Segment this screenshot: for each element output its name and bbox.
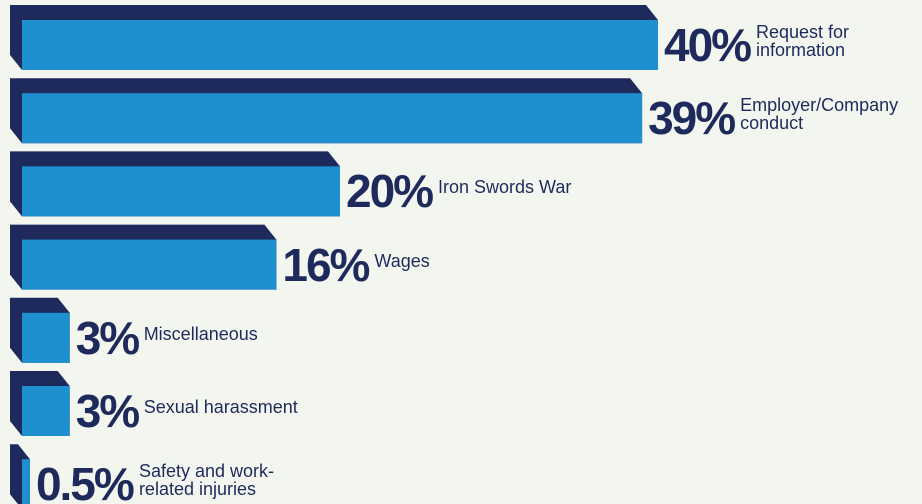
bar (22, 239, 277, 290)
category-label: Employer/Company conduct (740, 95, 899, 134)
category-label: Iron Swords War (438, 177, 572, 198)
value-label: 39% (648, 92, 736, 145)
category-label: Request for information (756, 22, 850, 60)
bar (22, 459, 30, 504)
category-label: Sexual harassment (143, 397, 298, 417)
value-label: 3% (75, 385, 141, 437)
value-label: 20% (346, 165, 434, 218)
category-label: Miscellaneous (143, 323, 258, 344)
bar (22, 386, 70, 436)
category-label: Safety and work- related injuries (138, 461, 274, 500)
value-label: 3% (75, 311, 141, 364)
category-label: Wages (374, 250, 430, 271)
bar (22, 93, 643, 144)
value-label: 16% (282, 238, 370, 291)
bar (22, 166, 340, 217)
bar (22, 312, 70, 363)
value-label: 40% (664, 19, 752, 71)
value-label: 0.5% (35, 458, 135, 504)
bar (22, 20, 658, 70)
